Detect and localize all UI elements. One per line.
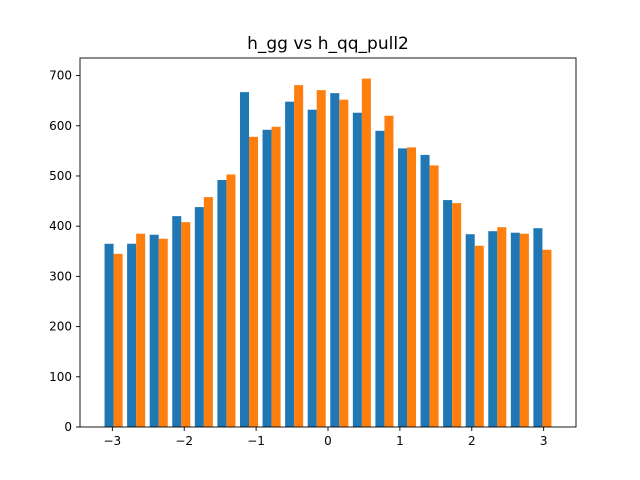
h_gg-bar-17 xyxy=(488,231,498,427)
y-tick-label-7: 700 xyxy=(49,69,72,83)
y-tick-label-1: 100 xyxy=(49,370,72,384)
h_qq_pull2-bar-13 xyxy=(407,147,417,428)
y-tick-label-3: 300 xyxy=(49,269,72,283)
h_gg-bar-9 xyxy=(307,109,317,428)
h_gg-bar-7 xyxy=(262,129,272,428)
h_gg-bar-14 xyxy=(420,154,430,427)
chart-title: h_gg vs h_qq_pull2 xyxy=(247,34,409,54)
y-tick-label-5: 500 xyxy=(49,169,72,183)
h_qq_pull2-bar-16 xyxy=(474,245,484,427)
h_qq_pull2-bar-4 xyxy=(203,197,213,427)
y-tick-label-2: 200 xyxy=(49,320,72,334)
x-tick-label-5: 2 xyxy=(468,434,476,448)
h_gg-bar-0 xyxy=(104,243,114,427)
h_gg-bar-3 xyxy=(172,216,182,427)
h_gg-bar-15 xyxy=(443,200,453,427)
h_gg-bar-16 xyxy=(465,234,475,427)
x-tick-label-2: −1 xyxy=(247,434,265,448)
h_gg-bar-10 xyxy=(330,93,340,427)
x-tick-label-3: 0 xyxy=(324,434,332,448)
h_qq_pull2-bar-7 xyxy=(271,126,281,427)
x-tick-label-0: −3 xyxy=(103,434,121,448)
h_qq_pull2-bar-12 xyxy=(384,115,394,427)
h_gg-bar-5 xyxy=(217,180,227,427)
h_qq_pull2-bar-5 xyxy=(226,174,236,427)
h_gg-bar-13 xyxy=(397,148,407,427)
h_qq_pull2-bar-2 xyxy=(158,238,168,427)
h_qq_pull2-bar-8 xyxy=(294,85,304,428)
h_gg-bar-11 xyxy=(352,112,362,427)
y-tick-label-4: 400 xyxy=(49,219,72,233)
h_gg-bar-4 xyxy=(194,207,204,427)
h_qq_pull2-bar-9 xyxy=(316,90,326,427)
h_gg-bar-18 xyxy=(510,232,520,427)
h_qq_pull2-bar-17 xyxy=(497,227,507,427)
x-tick-label-6: 3 xyxy=(540,434,548,448)
h_qq_pull2-bar-11 xyxy=(361,78,371,427)
axes-group: −3 −2 −1 0 1 2 3 0 100 200 300 400 500 600 700 xyxy=(49,57,577,448)
bars-group xyxy=(104,78,552,428)
h_qq_pull2-bar-15 xyxy=(452,203,462,427)
h_gg-bar-19 xyxy=(533,228,543,427)
h_qq_pull2-bar-6 xyxy=(249,136,259,427)
h_gg-bar-12 xyxy=(375,130,385,428)
y-tick-label-6: 600 xyxy=(49,119,72,133)
h_qq_pull2-bar-10 xyxy=(339,99,349,428)
y-tick-label-0: 0 xyxy=(64,420,72,434)
h_qq_pull2-bar-3 xyxy=(181,222,191,427)
h_qq_pull2-bar-18 xyxy=(519,233,529,427)
h_gg-bar-8 xyxy=(285,101,295,428)
h_qq_pull2-bar-19 xyxy=(542,249,552,427)
h_qq_pull2-bar-0 xyxy=(113,253,123,427)
h_gg-bar-2 xyxy=(149,234,159,427)
x-tick-label-4: 1 xyxy=(396,434,404,448)
h_gg-bar-6 xyxy=(239,92,249,427)
x-tick-label-1: −2 xyxy=(175,434,193,448)
h_qq_pull2-bar-1 xyxy=(136,233,146,427)
h_gg-bar-1 xyxy=(127,243,137,427)
h_qq_pull2-bar-14 xyxy=(429,165,439,427)
